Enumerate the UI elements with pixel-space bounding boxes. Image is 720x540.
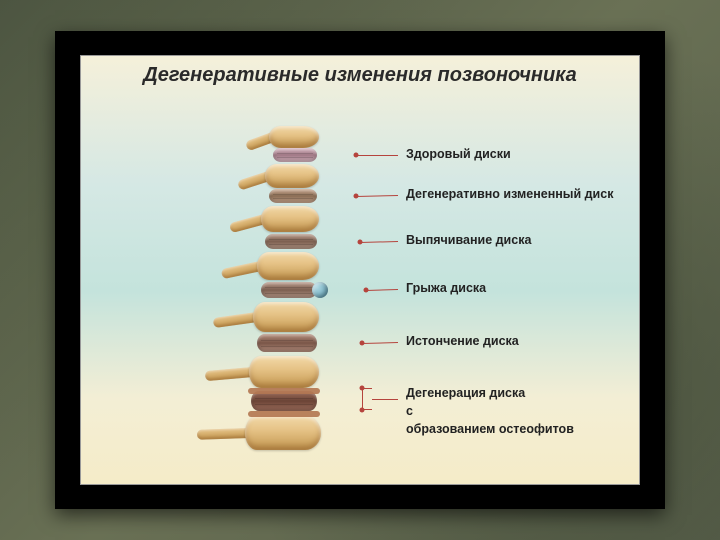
disc-label: Здоровый диски bbox=[406, 147, 636, 163]
leader-line bbox=[356, 155, 398, 156]
vertebra bbox=[257, 252, 319, 280]
leader-line bbox=[360, 241, 398, 243]
intervertebral-disc bbox=[273, 148, 317, 162]
leader-dot bbox=[360, 386, 365, 391]
vertebra bbox=[265, 164, 319, 188]
leader-line bbox=[362, 342, 398, 344]
vertebra bbox=[269, 126, 319, 148]
vertebra bbox=[253, 302, 319, 332]
intervertebral-disc bbox=[251, 391, 317, 411]
osteophyte bbox=[248, 388, 320, 394]
intervertebral-disc bbox=[261, 282, 317, 298]
osteophyte bbox=[248, 411, 320, 417]
vertebra bbox=[261, 206, 319, 232]
intervertebral-disc bbox=[265, 234, 317, 249]
disc-label: с bbox=[406, 404, 636, 420]
spinous-process bbox=[205, 367, 254, 381]
vertebra bbox=[245, 416, 321, 450]
spinous-process bbox=[221, 261, 262, 279]
vertebra bbox=[249, 356, 319, 388]
disc-label: Дегенеративно измененный диск bbox=[406, 187, 636, 203]
diagram-title: Дегенеративные изменения позвоночника bbox=[81, 64, 639, 87]
leader-dot bbox=[360, 408, 365, 413]
disc-label: Грыжа диска bbox=[406, 281, 636, 297]
leader-line bbox=[366, 289, 398, 291]
spinous-process bbox=[213, 312, 258, 328]
intervertebral-disc bbox=[257, 334, 317, 352]
leader-line bbox=[356, 195, 398, 197]
label-area: Здоровый диски Дегенеративно измененный д… bbox=[366, 112, 636, 482]
intervertebral-disc bbox=[269, 189, 317, 203]
disc-herniation bbox=[312, 282, 328, 298]
disc-label: Выпячивание диска bbox=[406, 233, 636, 249]
disc-label: Истончение диска bbox=[406, 334, 636, 350]
disc-label: образованием остеофитов bbox=[406, 422, 636, 438]
leader-line bbox=[372, 399, 398, 400]
leader-bracket bbox=[362, 388, 372, 410]
spine-illustration bbox=[221, 112, 351, 482]
diagram-panel: Дегенеративные изменения позвоночника Зд… bbox=[80, 55, 640, 485]
spinous-process bbox=[197, 428, 249, 440]
photo-frame: Дегенеративные изменения позвоночника Зд… bbox=[55, 31, 665, 509]
disc-label: Дегенерация диска bbox=[406, 386, 636, 402]
